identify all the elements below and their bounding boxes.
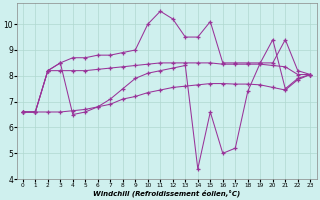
X-axis label: Windchill (Refroidissement éolien,°C): Windchill (Refroidissement éolien,°C) [93,189,240,197]
